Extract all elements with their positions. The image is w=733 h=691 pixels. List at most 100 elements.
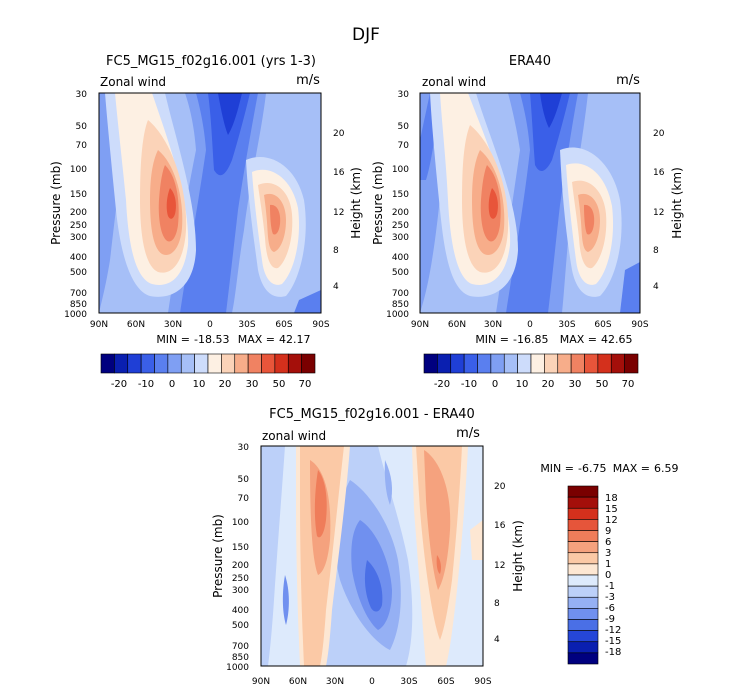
colorbar-tick: -20 xyxy=(434,379,450,390)
y-tick: 200 xyxy=(70,208,87,218)
panel-difference-min-value: -6.75 xyxy=(578,462,606,475)
colorbar-swatch xyxy=(517,353,532,374)
diff-upper-tropical-band xyxy=(384,460,393,505)
zw-tropical-band-3 xyxy=(530,93,570,172)
y-tick: 200 xyxy=(392,208,409,218)
colorbar-swatch xyxy=(567,563,599,576)
x-tick: 0 xyxy=(369,677,375,687)
colorbar-swatch xyxy=(567,574,599,587)
y-tick: 300 xyxy=(232,586,249,596)
panel-model-field: Zonal wind xyxy=(100,75,166,89)
x-tick: 90N xyxy=(90,320,108,330)
y-tick: 70 xyxy=(76,141,88,151)
y-tick: 500 xyxy=(70,268,87,278)
colorbar-tick: 20 xyxy=(219,379,232,390)
y-right-tick: 20 xyxy=(494,482,506,492)
colorbar-tick: 70 xyxy=(299,379,312,390)
x-tick: 90S xyxy=(631,320,648,330)
colorbar-swatch xyxy=(567,585,599,598)
colorbar-swatch xyxy=(154,353,169,374)
colorbar-swatch xyxy=(597,353,612,374)
x-tick: 60N xyxy=(127,320,145,330)
panel-difference: FC5_MG15_f02g16.001 - ERA40 zonal wind m… xyxy=(211,407,679,687)
x-tick: 60N xyxy=(448,320,466,330)
y-right-tick: 16 xyxy=(494,521,506,531)
colorbar-tick: 10 xyxy=(193,379,206,390)
panel-era40-units: m/s xyxy=(616,73,640,88)
panel-difference-contours xyxy=(261,446,483,666)
y-tick: 30 xyxy=(238,443,250,453)
y-right-tick: 12 xyxy=(653,208,664,218)
panel-era40-max-value: 42.65 xyxy=(601,333,633,346)
colorbar-swatch xyxy=(567,630,599,643)
y-tick: 700 xyxy=(232,642,249,652)
y-right-tick: 12 xyxy=(494,561,505,571)
panel-era40-axes: 30 50 70 100 150 200 250 300 400 500 700… xyxy=(371,90,684,330)
y-right-axis-label: Height (km) xyxy=(670,167,684,238)
zw-tropical-band-4 xyxy=(540,93,562,128)
zw-nh-jet-core xyxy=(166,188,176,219)
colorbar-tick: -10 xyxy=(461,379,477,390)
panel-model-axes: 30 50 70 100 150 200 250 300 400 500 700… xyxy=(49,90,363,330)
colorbar-swatch xyxy=(221,353,236,374)
y-right-tick: 20 xyxy=(333,129,345,139)
colorbar-tick: 0 xyxy=(169,379,175,390)
colorbar-tick: 50 xyxy=(596,379,609,390)
y-tick: 250 xyxy=(70,221,87,231)
colorbar-swatch xyxy=(567,541,599,554)
colorbar-tick: -15 xyxy=(605,636,621,647)
colorbar-swatch xyxy=(610,353,625,374)
y-tick: 850 xyxy=(232,653,249,663)
y-tick: 150 xyxy=(70,190,87,200)
y-tick: 50 xyxy=(76,122,88,132)
y-tick: 850 xyxy=(70,300,87,310)
colorbar-swatch xyxy=(423,353,438,374)
colorbar-swatch xyxy=(584,353,599,374)
y-tick: 300 xyxy=(70,233,87,243)
panel-model-min-label: MIN = xyxy=(156,333,190,346)
x-tick: 60S xyxy=(275,320,292,330)
panel-era40-min-value: -16.85 xyxy=(513,333,548,346)
y-right-tick: 16 xyxy=(653,168,665,178)
y-tick: 400 xyxy=(392,253,409,263)
y-right-tick: 4 xyxy=(494,635,500,645)
colorbar-swatch xyxy=(567,652,599,665)
zw-sh-jet-core xyxy=(270,204,281,235)
panel-difference-colorbar xyxy=(567,485,599,665)
zw-tropical-band-2 xyxy=(506,93,578,313)
zw-sh-surface-band xyxy=(294,290,321,313)
x-tick: 90N xyxy=(252,677,270,687)
panel-difference-units: m/s xyxy=(456,426,480,441)
colorbar-tick: 9 xyxy=(605,526,611,537)
y-tick: 300 xyxy=(392,233,409,243)
panel-model-frame xyxy=(98,92,322,314)
panel-model-contours xyxy=(99,93,321,313)
figure-title: DJF xyxy=(352,25,380,45)
x-tick: 90N xyxy=(411,320,429,330)
colorbar-tick: -12 xyxy=(605,625,621,636)
y-right-axis-label: Height (km) xyxy=(511,520,525,591)
diff-sh-jet-core xyxy=(436,555,441,574)
colorbar-swatch xyxy=(544,353,559,374)
y-axis-label: Pressure (mb) xyxy=(211,514,225,598)
y-right-tick: 4 xyxy=(653,282,659,292)
zw-tropical-band-4 xyxy=(218,93,242,135)
x-tick: 30S xyxy=(238,320,255,330)
colorbar-tick: -18 xyxy=(605,647,621,658)
panel-model-colorbar xyxy=(100,353,316,374)
panel-difference-title: FC5_MG15_f02g16.001 - ERA40 xyxy=(269,407,475,422)
colorbar-swatch xyxy=(567,507,599,520)
panel-difference-frame xyxy=(260,445,484,667)
x-tick: 30S xyxy=(400,677,417,687)
colorbar-swatch xyxy=(274,353,289,374)
y-right-tick: 4 xyxy=(333,282,339,292)
y-right-tick: 8 xyxy=(653,246,659,256)
colorbar-swatch xyxy=(567,641,599,654)
x-tick: 30S xyxy=(558,320,575,330)
panel-difference-axes: 30 50 70 100 150 200 250 300 400 500 700… xyxy=(211,443,525,687)
y-tick: 150 xyxy=(232,543,249,553)
zw-nh-jet-core xyxy=(488,188,498,219)
colorbar-swatch xyxy=(463,353,478,374)
colorbar-swatch xyxy=(207,353,222,374)
